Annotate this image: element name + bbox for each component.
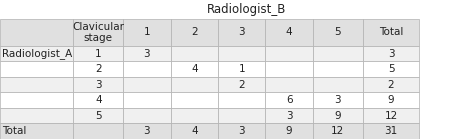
Text: 3: 3 [144, 126, 150, 136]
Text: 2: 2 [238, 80, 245, 90]
Bar [265, 46, 313, 61]
Bar [265, 19, 313, 46]
Bar [73, 61, 123, 77]
Bar [0, 123, 73, 139]
Bar [171, 19, 218, 46]
Bar [73, 19, 123, 46]
Bar [0, 19, 73, 46]
Bar [171, 46, 218, 61]
Bar [265, 61, 313, 77]
Text: 1: 1 [144, 27, 150, 37]
Bar [73, 108, 123, 123]
Text: 9: 9 [335, 111, 341, 121]
Bar [313, 123, 363, 139]
Bar [218, 19, 265, 46]
Bar [73, 77, 123, 92]
Bar [313, 77, 363, 92]
Bar [265, 92, 313, 108]
Bar [363, 46, 419, 61]
Text: 2: 2 [191, 27, 198, 37]
Bar [123, 108, 171, 123]
Text: 4: 4 [191, 64, 198, 74]
Text: 12: 12 [331, 126, 344, 136]
Text: 1: 1 [95, 49, 101, 59]
Bar [73, 46, 123, 61]
Text: Clavicular
stage: Clavicular stage [73, 22, 124, 43]
Bar [363, 61, 419, 77]
Text: 3: 3 [335, 95, 341, 105]
Text: 3: 3 [95, 80, 101, 90]
Bar [0, 46, 73, 61]
Text: 5: 5 [335, 27, 341, 37]
Text: 3: 3 [238, 126, 245, 136]
Bar [363, 19, 419, 46]
Bar [363, 123, 419, 139]
Bar [363, 92, 419, 108]
Text: 4: 4 [286, 27, 292, 37]
Bar [73, 92, 123, 108]
Bar [123, 61, 171, 77]
Bar [313, 46, 363, 61]
Text: Total: Total [2, 126, 27, 136]
Text: 4: 4 [191, 126, 198, 136]
Text: 3: 3 [238, 27, 245, 37]
Bar [171, 77, 218, 92]
Bar [313, 92, 363, 108]
Bar [313, 108, 363, 123]
Bar [218, 123, 265, 139]
Text: Radiologist_A: Radiologist_A [2, 48, 73, 59]
Text: 4: 4 [95, 95, 101, 105]
Text: 6: 6 [286, 95, 292, 105]
Text: 1: 1 [238, 64, 245, 74]
Bar [171, 108, 218, 123]
Bar [123, 92, 171, 108]
Bar [123, 19, 171, 46]
Bar [218, 77, 265, 92]
Bar [313, 61, 363, 77]
Text: 3: 3 [144, 49, 150, 59]
Bar [363, 77, 419, 92]
Text: 2: 2 [388, 80, 394, 90]
Bar [313, 19, 363, 46]
Bar [0, 77, 73, 92]
Text: 3: 3 [286, 111, 292, 121]
Bar [265, 108, 313, 123]
Bar [171, 61, 218, 77]
Bar [265, 123, 313, 139]
Text: Total: Total [379, 27, 403, 37]
Bar [218, 108, 265, 123]
Text: 5: 5 [95, 111, 101, 121]
Text: Radiologist_B: Radiologist_B [207, 3, 286, 16]
Bar [171, 92, 218, 108]
Bar [0, 108, 73, 123]
Bar [73, 123, 123, 139]
Bar [123, 77, 171, 92]
Text: 5: 5 [388, 64, 394, 74]
Text: 12: 12 [384, 111, 398, 121]
Bar [218, 61, 265, 77]
Text: 9: 9 [286, 126, 292, 136]
Text: 9: 9 [388, 95, 394, 105]
Bar [0, 92, 73, 108]
Bar [265, 77, 313, 92]
Bar [123, 46, 171, 61]
Bar [218, 46, 265, 61]
Text: 2: 2 [95, 64, 101, 74]
Bar [0, 61, 73, 77]
Bar [363, 108, 419, 123]
Bar [218, 92, 265, 108]
Text: 3: 3 [388, 49, 394, 59]
Bar [123, 123, 171, 139]
Bar [171, 123, 218, 139]
Text: 31: 31 [384, 126, 398, 136]
